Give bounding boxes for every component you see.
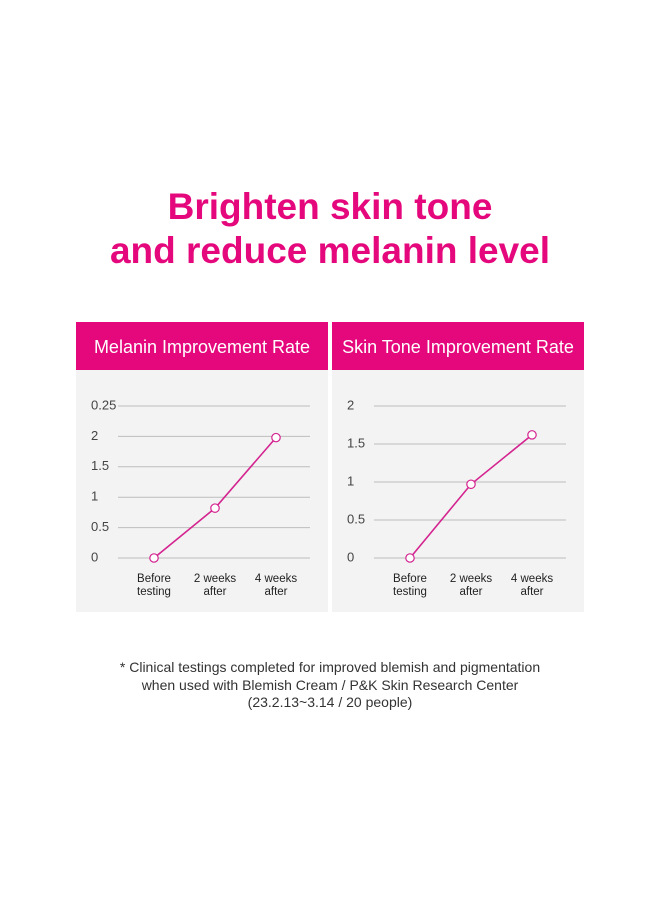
- y-tick-label: 0: [347, 549, 354, 564]
- data-point: [527, 430, 537, 440]
- x-tick-label: Before testing: [393, 573, 427, 598]
- chart-panel: Melanin Improvement Rate 0 0.5 1 1.5 2 0.25 Be…: [76, 322, 328, 612]
- chart-title: Skin Tone Improvement Rate: [332, 322, 584, 370]
- y-tick-label: 0.25: [91, 397, 116, 412]
- x-tick-label: Before testing: [137, 573, 171, 598]
- y-tick-label: 1: [91, 489, 98, 504]
- x-tick-label: 2 weeks after: [449, 573, 493, 598]
- y-tick-label: 0: [91, 549, 98, 564]
- data-point: [210, 503, 220, 513]
- y-tick-label: 2: [347, 397, 354, 412]
- data-point: [405, 553, 415, 563]
- x-tick-label: 4 weeks after: [510, 573, 554, 598]
- x-tick-label: 4 weeks after: [254, 573, 298, 598]
- chart: 0 0.5 1 1.5 2: [347, 397, 566, 564]
- headline: and reduce melanin level: [109, 230, 551, 271]
- data-point: [271, 432, 281, 443]
- y-tick-label: 0.5: [91, 519, 109, 534]
- chart-panel: Skin Tone Improvement Rate 0 0.5 1 1.5 2 Befo…: [332, 322, 584, 612]
- data-point: [149, 553, 159, 563]
- data-point: [466, 479, 476, 490]
- x-tick-label: 2 weeks after: [193, 573, 237, 598]
- y-tick-label: 2: [91, 428, 98, 443]
- footnote: (23.2.13~3.14 / 20 people): [247, 694, 413, 710]
- footnote: * Clinical testings completed for improv…: [119, 659, 541, 675]
- headline: Brighten skin tone: [167, 186, 493, 227]
- data-line: [409, 434, 533, 559]
- data-line: [153, 437, 277, 559]
- footnote: when used with Blemish Cream / P&K Skin …: [141, 677, 519, 693]
- y-tick-label: 1.5: [91, 458, 109, 473]
- y-tick-label: 0.5: [347, 511, 365, 526]
- y-tick-label: 1: [347, 473, 354, 488]
- chart-title: Melanin Improvement Rate: [76, 322, 328, 370]
- y-tick-label: 1.5: [347, 435, 365, 450]
- chart: 0 0.5 1 1.5 2 0.25: [91, 397, 310, 564]
